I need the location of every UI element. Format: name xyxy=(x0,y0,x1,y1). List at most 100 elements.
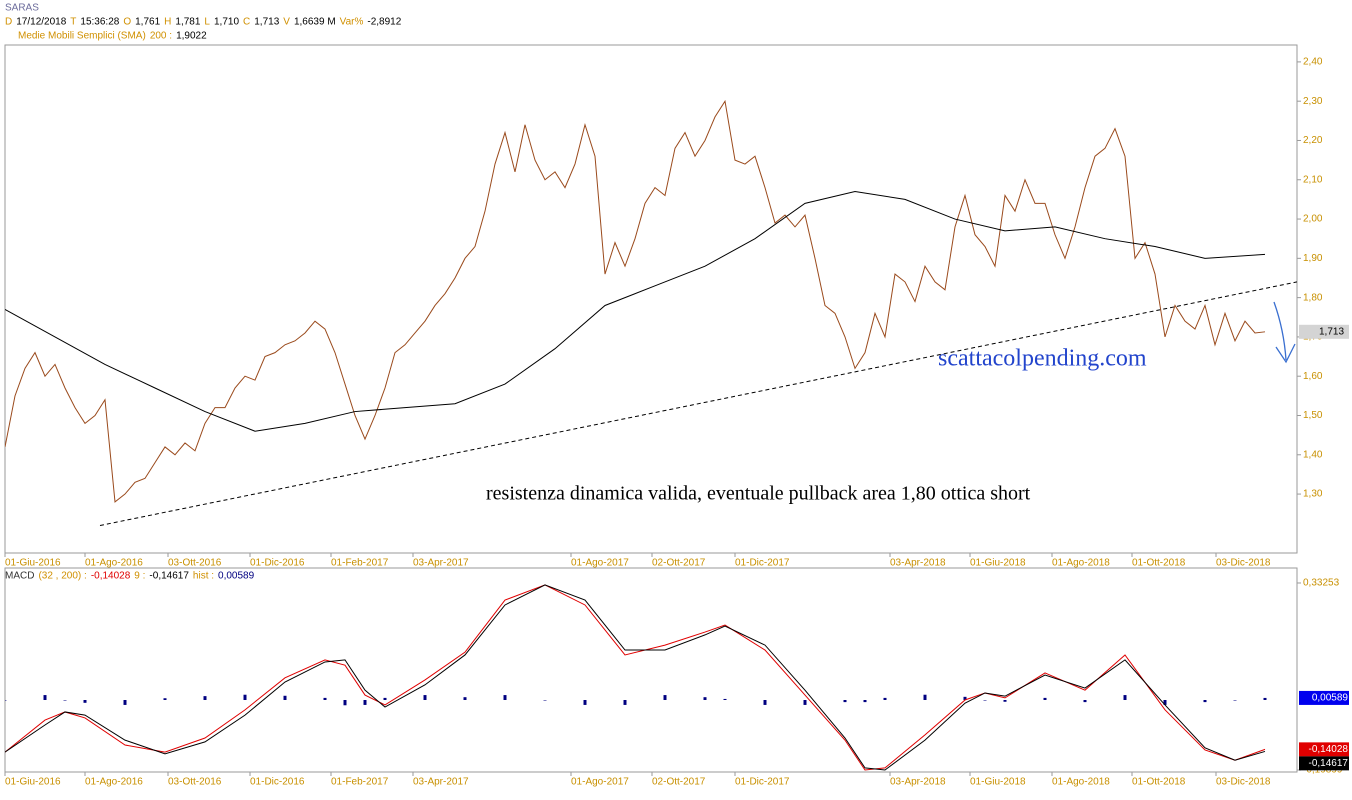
header-text: Medie Mobili Semplici (SMA) xyxy=(18,31,146,42)
last-value-label: -0,14028 xyxy=(1309,744,1349,755)
x-tick-label: 01-Ago-2017 xyxy=(571,777,629,788)
x-tick-label: 01-Dic-2016 xyxy=(250,558,305,569)
annotation: resistenza dinamica valida, eventuale pu… xyxy=(486,483,1031,505)
x-tick-label: 03-Apr-2018 xyxy=(890,558,946,569)
histogram-bar xyxy=(323,697,327,700)
header-text: (32 , 200) : xyxy=(38,571,86,582)
last-value-label: 1,713 xyxy=(1319,326,1344,337)
header-text: 200 : xyxy=(150,31,172,42)
header-text: 1,761 xyxy=(135,17,160,28)
histogram-bar xyxy=(503,695,507,700)
histogram-bar xyxy=(5,700,7,701)
histogram-bar xyxy=(83,700,87,703)
y-tick-label: 2,20 xyxy=(1303,135,1323,146)
y-tick-label: 2,00 xyxy=(1303,214,1323,225)
header-text: -2,8912 xyxy=(367,17,401,28)
watermark: scattacolpending.com xyxy=(938,346,1147,372)
header-text: 1,713 xyxy=(254,17,279,28)
header-text: -0,14617 xyxy=(149,571,189,582)
x-tick-label: 01-Giu-2018 xyxy=(970,558,1026,569)
last-value-box xyxy=(1299,742,1349,757)
arrow-head xyxy=(1275,343,1296,364)
x-tick-label: 03-Apr-2018 xyxy=(890,777,946,788)
x-tick-label: 01-Feb-2017 xyxy=(331,558,389,569)
histogram-bar xyxy=(1083,700,1087,703)
histogram-bar xyxy=(1163,700,1167,705)
header-text: H xyxy=(164,17,171,28)
histogram-bar xyxy=(1263,697,1267,700)
y-tick-label: 1,30 xyxy=(1303,489,1323,500)
header-text: V xyxy=(283,17,290,28)
histogram-bar xyxy=(723,698,727,700)
x-tick-label: 01-Dic-2017 xyxy=(735,777,790,788)
series-line xyxy=(5,584,1266,771)
header-text: D xyxy=(5,17,12,28)
histogram-bar xyxy=(1043,697,1047,700)
histogram-bar xyxy=(1203,700,1207,703)
histogram-bar xyxy=(883,697,887,700)
header-text: MACD xyxy=(5,571,34,582)
histogram-bar xyxy=(383,697,387,700)
x-tick-label: 01-Dic-2016 xyxy=(250,777,305,788)
x-tick-label: 03-Apr-2017 xyxy=(413,777,469,788)
histogram-bar xyxy=(343,700,347,706)
y-tick-label: 2,30 xyxy=(1303,96,1323,107)
x-tick-label: 02-Ott-2017 xyxy=(652,777,706,788)
histogram-bar xyxy=(43,695,47,700)
histogram-bar xyxy=(923,694,927,700)
x-tick-label: 03-Dic-2018 xyxy=(1216,777,1271,788)
x-tick-label: 03-Ott-2016 xyxy=(168,558,222,569)
plot-frame xyxy=(4,44,1298,554)
histogram-bar xyxy=(63,700,67,701)
histogram-bar xyxy=(623,700,627,705)
header-text: 17/12/2018 xyxy=(16,17,66,28)
y-tick-label: 1,40 xyxy=(1303,449,1323,460)
last-value-box xyxy=(1299,324,1349,339)
x-tick-label: 01-Ago-2016 xyxy=(85,558,143,569)
x-tick-label: 01-Ott-2018 xyxy=(1132,777,1186,788)
x-tick-label: 01-Ago-2017 xyxy=(571,558,629,569)
x-tick-label: 01-Giu-2016 xyxy=(5,777,61,788)
series-line xyxy=(5,584,1266,771)
histogram-bar xyxy=(283,695,287,700)
x-tick-label: 01-Ago-2018 xyxy=(1052,777,1110,788)
histogram-bar xyxy=(163,698,167,700)
header-text: 0,00589 xyxy=(218,571,255,582)
last-value-label: -0,14617 xyxy=(1309,758,1349,769)
header-text: hist : xyxy=(193,571,214,582)
y-tick-label: 2,10 xyxy=(1303,174,1323,185)
plot-area xyxy=(5,584,1267,771)
histogram-bar xyxy=(1003,700,1007,702)
x-tick-label: 01-Ago-2018 xyxy=(1052,558,1110,569)
histogram-bar xyxy=(843,700,847,703)
histogram-bar xyxy=(243,694,247,700)
histogram-bar xyxy=(363,700,367,705)
last-value-label: 0,00589 xyxy=(1312,693,1349,704)
y-tick-label: 0,33253 xyxy=(1303,578,1340,589)
header-text: SARAS xyxy=(5,3,39,14)
x-tick-label: 01-Ott-2018 xyxy=(1132,558,1186,569)
x-tick-label: 02-Ott-2017 xyxy=(652,558,706,569)
plot-frame xyxy=(4,567,1298,773)
series-line xyxy=(99,281,1297,526)
histogram-bar xyxy=(803,700,807,705)
histogram-bar xyxy=(123,700,127,705)
header-text: 1,781 xyxy=(175,17,200,28)
arrow-shaft xyxy=(1273,301,1287,361)
histogram-bar xyxy=(1233,700,1237,701)
y-tick-label: 2,40 xyxy=(1303,57,1323,68)
header-text: 1,710 xyxy=(214,17,239,28)
last-value-box xyxy=(1299,756,1349,771)
header-text: L xyxy=(204,17,210,28)
histogram-bar xyxy=(703,697,707,700)
x-tick-label: 01-Feb-2017 xyxy=(331,777,389,788)
histogram-bar xyxy=(543,700,547,701)
header-text: 9 : xyxy=(134,571,145,582)
y-tick-label: 1,50 xyxy=(1303,410,1323,421)
histogram-bar xyxy=(663,695,667,700)
header-text: -0,14028 xyxy=(91,571,131,582)
x-tick-label: 01-Dic-2017 xyxy=(735,558,790,569)
histogram-bar xyxy=(583,700,587,705)
